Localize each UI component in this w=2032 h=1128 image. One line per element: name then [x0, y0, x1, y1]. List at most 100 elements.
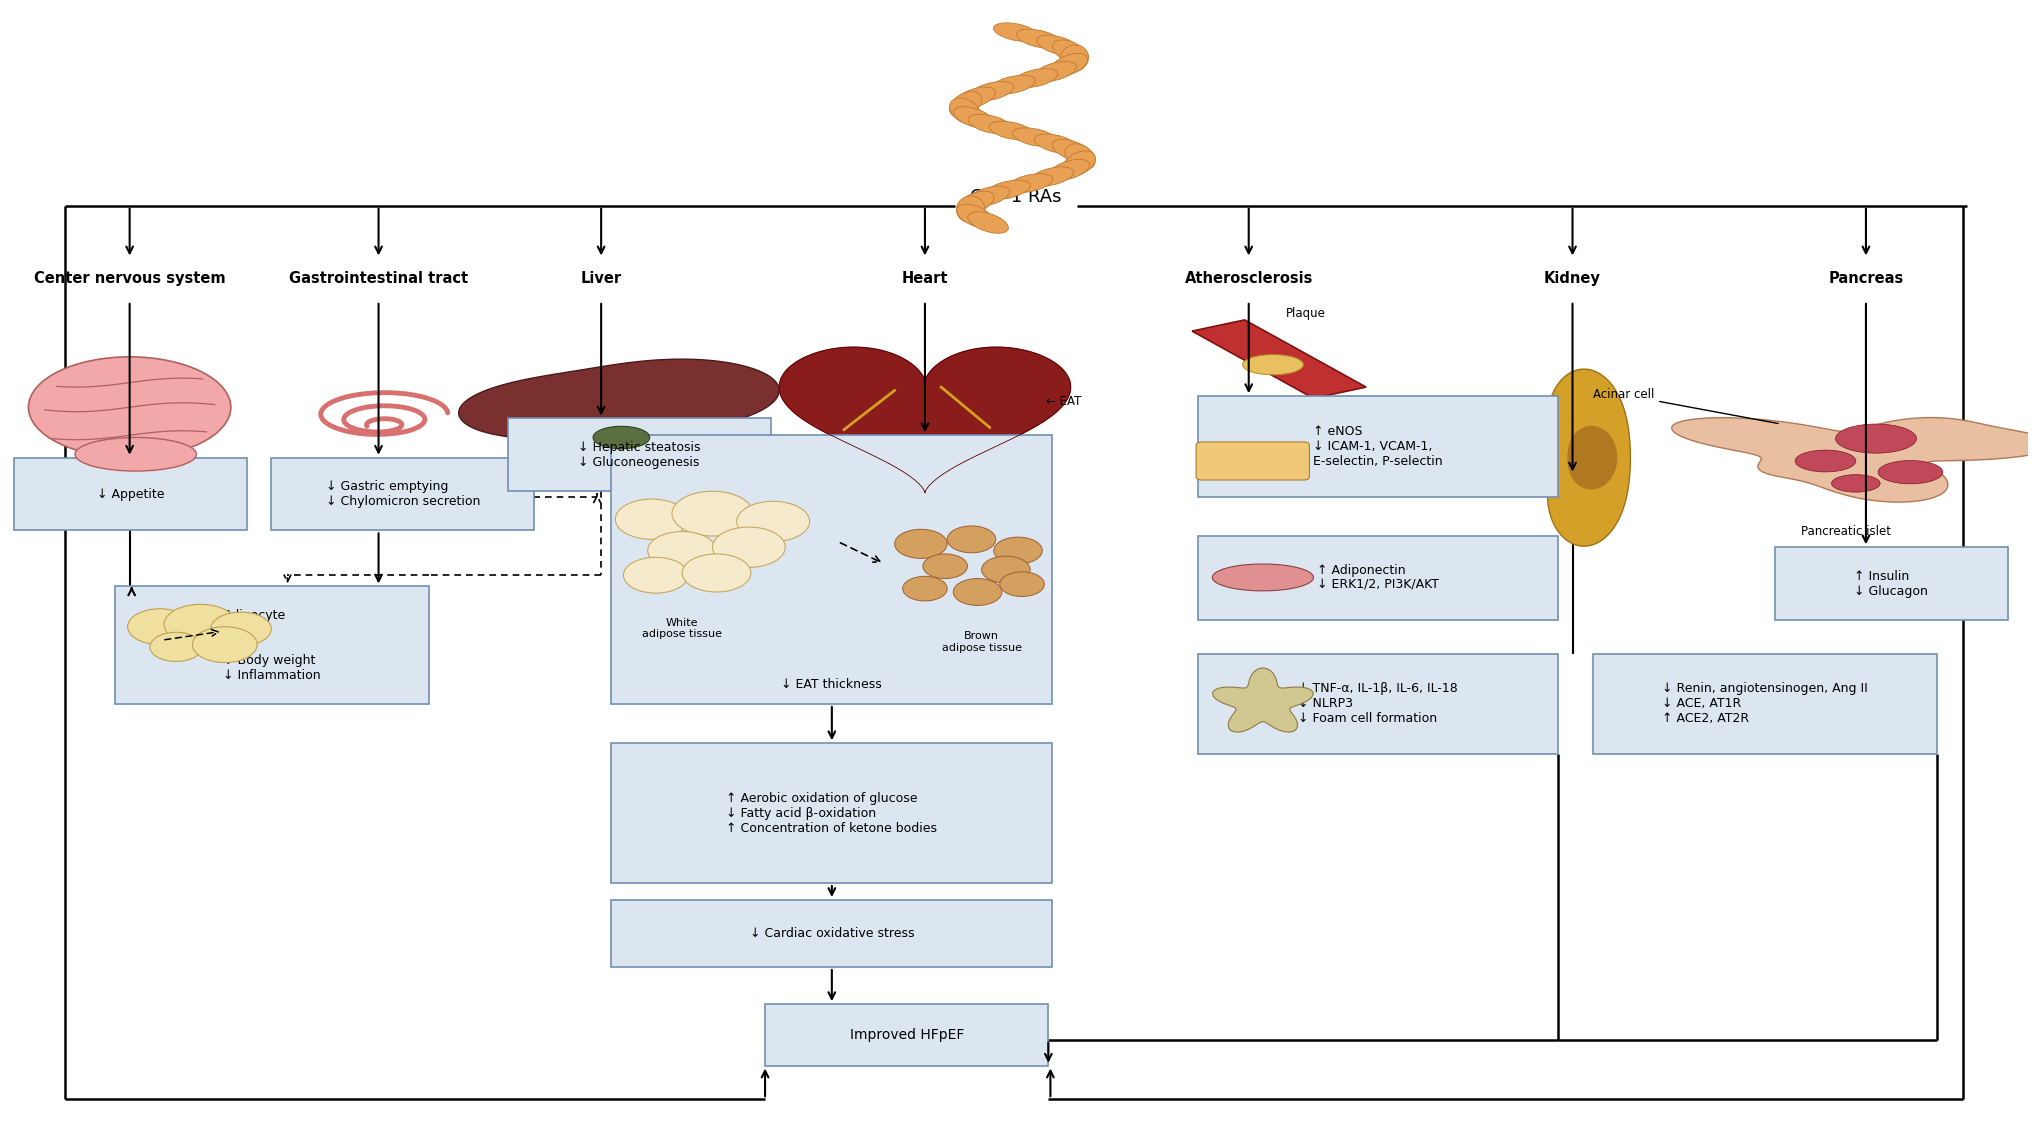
Circle shape [902, 576, 947, 601]
Circle shape [165, 605, 238, 644]
Text: ← EAT: ← EAT [1046, 395, 1081, 408]
Ellipse shape [75, 438, 197, 472]
Ellipse shape [1065, 143, 1095, 170]
Text: ↑ Insulin
↓ Glucagon: ↑ Insulin ↓ Glucagon [1855, 570, 1928, 598]
Circle shape [673, 491, 754, 536]
Ellipse shape [955, 87, 996, 108]
Ellipse shape [949, 98, 981, 124]
FancyBboxPatch shape [116, 587, 429, 704]
Circle shape [648, 531, 717, 570]
Circle shape [994, 537, 1042, 564]
Ellipse shape [593, 426, 650, 449]
Circle shape [624, 557, 689, 593]
Text: Acinar cell: Acinar cell [1593, 388, 1778, 423]
FancyBboxPatch shape [1197, 442, 1309, 481]
FancyBboxPatch shape [1199, 653, 1559, 755]
Ellipse shape [1053, 39, 1089, 64]
Circle shape [128, 609, 193, 644]
FancyBboxPatch shape [272, 458, 534, 530]
Polygon shape [1569, 426, 1617, 488]
Ellipse shape [957, 204, 994, 228]
Text: ↓ Appetite: ↓ Appetite [98, 487, 165, 501]
Text: Center nervous system: Center nervous system [35, 271, 226, 287]
Polygon shape [1213, 668, 1313, 732]
Text: Pancreatic islet: Pancreatic islet [1800, 525, 1890, 538]
Ellipse shape [1036, 35, 1079, 55]
Ellipse shape [1063, 151, 1095, 176]
Text: ↓ Hepatic steatosis
↓ Gluconeogenesis: ↓ Hepatic steatosis ↓ Gluconeogenesis [579, 441, 701, 469]
Circle shape [211, 613, 272, 645]
Text: ↓ EAT thickness: ↓ EAT thickness [782, 678, 882, 691]
FancyBboxPatch shape [766, 1004, 1049, 1066]
Circle shape [738, 501, 809, 541]
Text: Adipocyte


↓ Body weight
↓ Inflammation: Adipocyte ↓ Body weight ↓ Inflammation [224, 609, 321, 681]
Text: ↑ Adiponectin
↓ ERK1/2, PI3K/AKT: ↑ Adiponectin ↓ ERK1/2, PI3K/AKT [1317, 564, 1439, 592]
Text: Gastrointestinal tract: Gastrointestinal tract [289, 271, 467, 287]
Ellipse shape [1831, 475, 1880, 492]
Polygon shape [1193, 320, 1366, 398]
Ellipse shape [949, 91, 981, 117]
Ellipse shape [992, 76, 1036, 94]
Ellipse shape [1794, 450, 1855, 472]
Ellipse shape [28, 356, 232, 458]
Ellipse shape [994, 23, 1038, 42]
Text: Improved HFpEF: Improved HFpEF [849, 1028, 963, 1042]
Text: Kidney: Kidney [1544, 271, 1601, 287]
Ellipse shape [967, 114, 1012, 134]
Text: Heart: Heart [902, 271, 949, 287]
Ellipse shape [957, 196, 986, 223]
Text: GLP-1 RAs: GLP-1 RAs [969, 187, 1063, 205]
Circle shape [894, 529, 947, 558]
Ellipse shape [1016, 29, 1061, 49]
Ellipse shape [1034, 61, 1077, 81]
FancyBboxPatch shape [1199, 536, 1559, 620]
Ellipse shape [1012, 127, 1057, 147]
Circle shape [616, 499, 689, 539]
Circle shape [953, 579, 1002, 606]
Ellipse shape [1878, 460, 1943, 484]
Circle shape [981, 556, 1030, 583]
Circle shape [1000, 572, 1044, 597]
Ellipse shape [1835, 424, 1916, 453]
Ellipse shape [969, 81, 1014, 102]
Circle shape [683, 554, 752, 592]
FancyBboxPatch shape [612, 900, 1053, 967]
FancyBboxPatch shape [612, 743, 1053, 883]
Text: ↑ Aerobic oxidation of glucose
↓ Fatty acid β-oxidation
↑ Concentration of keton: ↑ Aerobic oxidation of glucose ↓ Fatty a… [725, 792, 937, 835]
Polygon shape [1213, 564, 1313, 591]
FancyBboxPatch shape [1199, 396, 1559, 496]
Ellipse shape [953, 107, 994, 129]
Circle shape [150, 633, 203, 661]
Circle shape [923, 554, 967, 579]
Ellipse shape [1244, 354, 1303, 374]
Polygon shape [778, 347, 1071, 493]
Circle shape [193, 627, 258, 662]
Ellipse shape [1061, 45, 1089, 72]
FancyBboxPatch shape [1593, 653, 1936, 755]
Text: ↓ Cardiac oxidative stress: ↓ Cardiac oxidative stress [750, 927, 914, 940]
Text: Liver: Liver [581, 271, 622, 287]
Text: Brown
adipose tissue: Brown adipose tissue [941, 632, 1022, 653]
Ellipse shape [967, 186, 1010, 206]
Text: Pancreas: Pancreas [1829, 271, 1904, 287]
Ellipse shape [967, 212, 1008, 233]
Text: ↑ eNOS
↓ ICAM-1, VCAM-1,
E-selectin, P-selectin: ↑ eNOS ↓ ICAM-1, VCAM-1, E-selectin, P-s… [1313, 425, 1443, 468]
Text: ↓ Gastric emptying
↓ Chylomicron secretion: ↓ Gastric emptying ↓ Chylomicron secreti… [325, 481, 480, 508]
Text: ↓ TNF-α, IL-1β, IL-6, IL-18
↓ NLRP3
↓ Foam cell formation: ↓ TNF-α, IL-1β, IL-6, IL-18 ↓ NLRP3 ↓ Fo… [1298, 682, 1459, 725]
Ellipse shape [1053, 140, 1091, 161]
FancyBboxPatch shape [14, 458, 248, 530]
Polygon shape [1548, 369, 1630, 546]
Ellipse shape [1049, 159, 1089, 180]
Ellipse shape [1014, 69, 1059, 88]
FancyBboxPatch shape [508, 418, 770, 491]
Circle shape [713, 527, 784, 567]
Polygon shape [1672, 417, 2032, 502]
Ellipse shape [1008, 174, 1053, 193]
Ellipse shape [986, 180, 1030, 200]
Ellipse shape [1051, 53, 1087, 77]
Polygon shape [459, 359, 778, 439]
Ellipse shape [990, 121, 1034, 140]
FancyBboxPatch shape [1774, 547, 2008, 620]
Text: White
adipose tissue: White adipose tissue [642, 618, 721, 640]
Ellipse shape [957, 191, 994, 214]
